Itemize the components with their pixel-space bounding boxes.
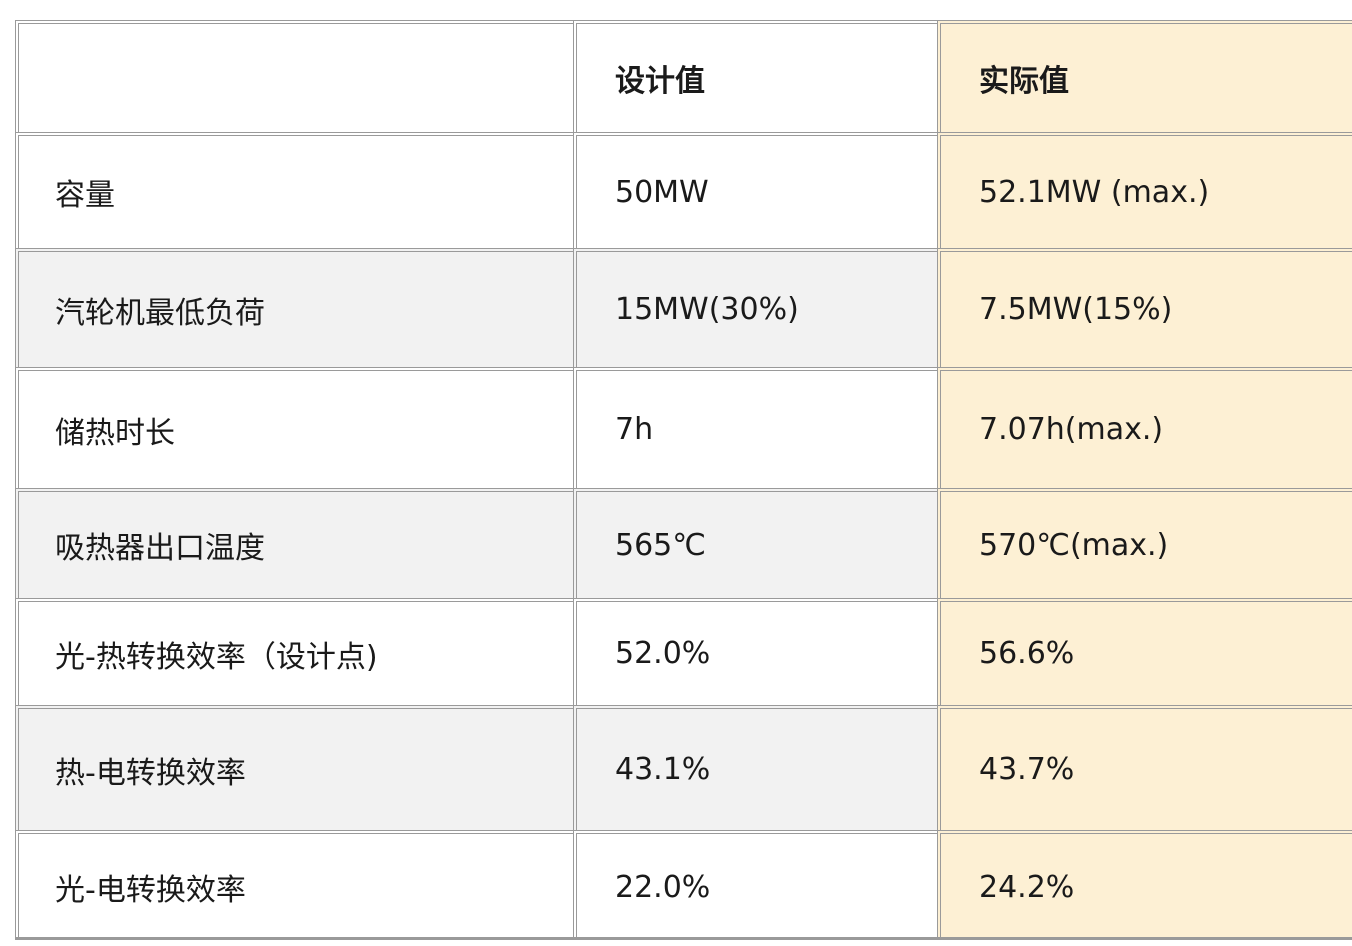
value-cell: 24.2% bbox=[937, 830, 1352, 940]
value-cell: 52.0% bbox=[573, 598, 937, 705]
value-cell: 22.0% bbox=[573, 830, 937, 940]
header-cell bbox=[15, 20, 573, 132]
row-label: 汽轮机最低负荷 bbox=[15, 248, 573, 367]
value-cell: 565℃ bbox=[573, 488, 937, 598]
data-table: 设计值 实际值容量 50MW 52.1MW (max.) 汽轮机最低负荷 15MW(30%… bbox=[15, 20, 1352, 940]
value-cell: 43.7% bbox=[937, 705, 1352, 830]
value-cell: 7.07h(max.) bbox=[937, 367, 1352, 488]
value-cell: 7h bbox=[573, 367, 937, 488]
value-cell: 52.1MW (max.) bbox=[937, 132, 1352, 248]
row-label: 热-电转换效率 bbox=[15, 705, 573, 830]
row-label: 储热时长 bbox=[15, 367, 573, 488]
row-label: 吸热器出口温度 bbox=[15, 488, 573, 598]
value-cell: 15MW(30%) bbox=[573, 248, 937, 367]
value-cell: 570℃(max.) bbox=[937, 488, 1352, 598]
header-cell: 设计值 bbox=[573, 20, 937, 132]
value-cell: 43.1% bbox=[573, 705, 937, 830]
row-label: 光-电转换效率 bbox=[15, 830, 573, 940]
value-cell: 50MW bbox=[573, 132, 937, 248]
header-cell: 实际值 bbox=[937, 20, 1352, 132]
table-bottom-border bbox=[15, 937, 1352, 940]
row-label: 容量 bbox=[15, 132, 573, 248]
value-cell: 7.5MW(15%) bbox=[937, 248, 1352, 367]
row-label: 光-热转换效率（设计点) bbox=[15, 598, 573, 705]
value-cell: 56.6% bbox=[937, 598, 1352, 705]
